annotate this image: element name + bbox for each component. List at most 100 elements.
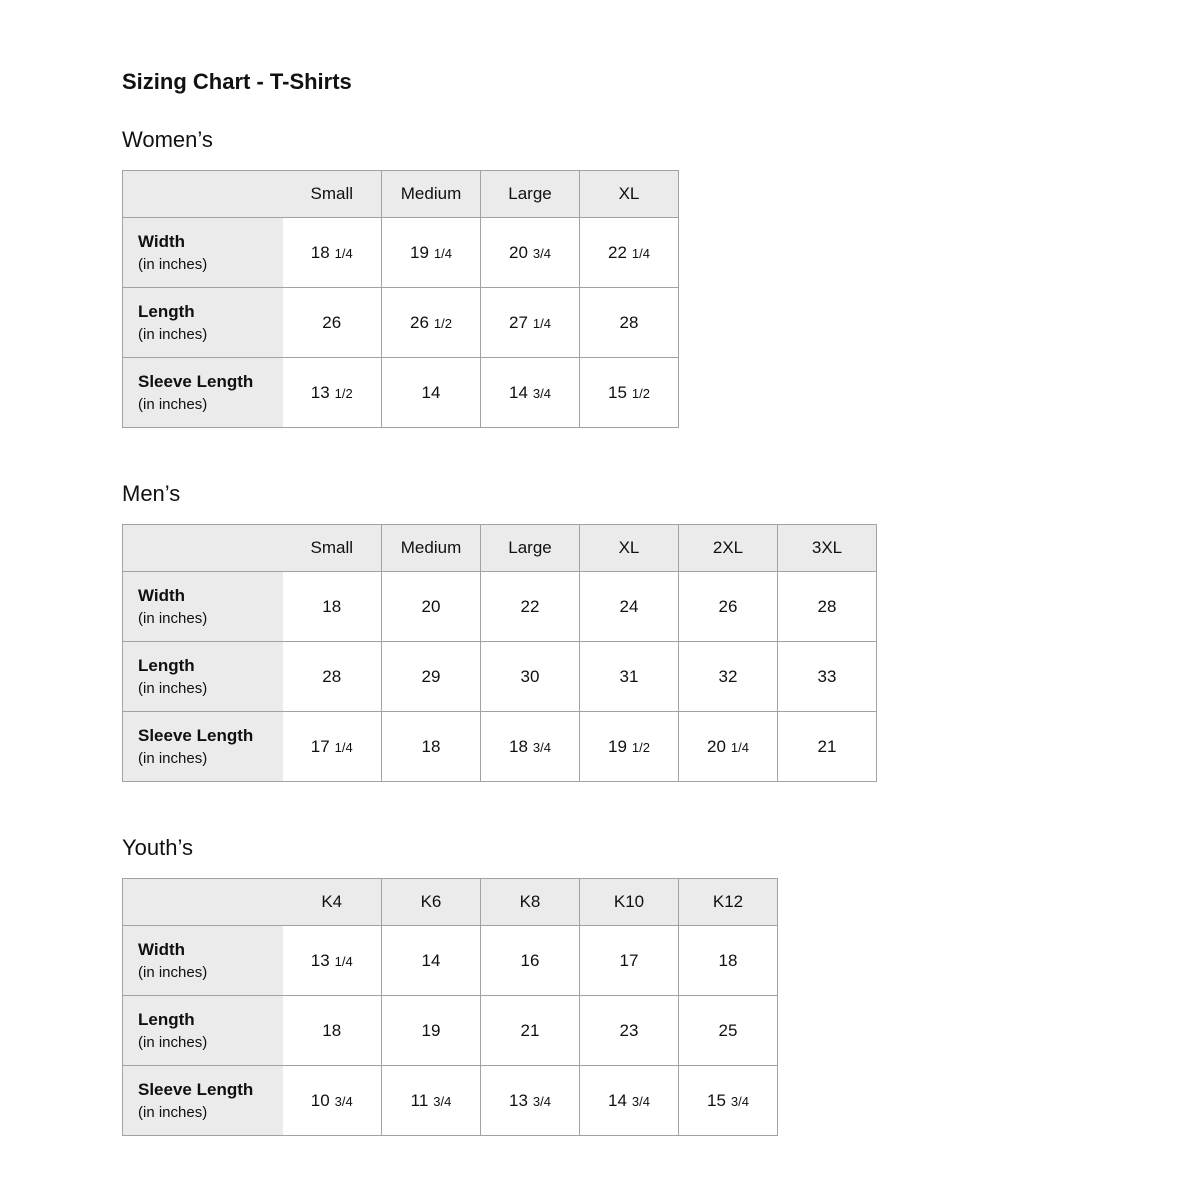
column-header: Medium <box>381 524 481 572</box>
value-cell: 15 3/4 <box>678 1065 778 1136</box>
page-title: Sizing Chart - T-Shirts <box>122 69 352 94</box>
row-label-cell: Length (in inches) <box>122 995 283 1066</box>
value-cell: 17 <box>579 925 679 996</box>
cell-fraction: 1/4 <box>334 245 353 261</box>
cell-value: 21 <box>520 1020 540 1040</box>
value-cell: 14 3/4 <box>579 1065 679 1136</box>
value-cell: 14 3/4 <box>480 357 580 428</box>
row-label: Length <box>138 302 195 321</box>
cell-value: 14 <box>421 382 441 402</box>
cell-value: 14 <box>421 950 441 970</box>
column-header: Large <box>480 524 580 572</box>
cell-fraction: 1/2 <box>433 315 452 331</box>
value-cell: 27 1/4 <box>480 287 580 358</box>
header-row: Small Medium Large XL 2XL 3XL <box>122 524 877 572</box>
header-row: Small Medium Large XL <box>122 170 679 218</box>
cell-value: 22 <box>608 242 627 262</box>
row-sublabel: (in inches) <box>138 680 208 697</box>
cell-value: 18 <box>421 736 441 756</box>
row-label-cell: Sleeve Length (in inches) <box>122 1065 283 1136</box>
value-cell: 18 3/4 <box>480 711 580 782</box>
table-row: Sleeve Length (in inches) 17 1/4 18 18 3/4 19 1/… <box>122 711 877 782</box>
cell-fraction: 1/4 <box>433 245 452 261</box>
cell-value: 16 <box>520 950 540 970</box>
cell-value: 26 <box>410 312 429 332</box>
table-row: Length (in inches) 28 29 30 31 32 33 <box>122 641 877 712</box>
column-header: K12 <box>678 878 778 926</box>
cell-fraction: 1/4 <box>334 739 353 755</box>
value-cell: 26 <box>678 571 778 642</box>
cell-value: 18 <box>718 950 738 970</box>
row-label-cell: Length (in inches) <box>122 287 283 358</box>
cell-value: 14 <box>509 382 528 402</box>
cell-value: 20 <box>509 242 528 262</box>
row-sublabel: (in inches) <box>138 256 208 273</box>
column-header: XL <box>579 170 679 218</box>
cell-value: 28 <box>619 312 639 332</box>
value-cell: 20 <box>381 571 481 642</box>
row-sublabel: (in inches) <box>138 1104 208 1121</box>
value-cell: 26 <box>282 287 382 358</box>
value-cell: 19 1/2 <box>579 711 679 782</box>
column-header: XL <box>579 524 679 572</box>
cell-fraction: 3/4 <box>334 1093 353 1109</box>
value-cell: 26 1/2 <box>381 287 481 358</box>
row-label: Length <box>138 656 195 675</box>
value-cell: 13 1/4 <box>282 925 382 996</box>
row-label-cell: Width (in inches) <box>122 925 283 996</box>
section-mens: Men’s Small Medium Large XL 2XL 3XL Width (in i… <box>122 480 1200 782</box>
cell-fraction: 1/4 <box>631 245 650 261</box>
table-row: Length (in inches) 26 26 1/2 27 1/4 28 <box>122 287 679 358</box>
row-label: Width <box>138 232 186 251</box>
cell-value: 20 <box>421 596 441 616</box>
cell-fraction: 1/2 <box>631 739 650 755</box>
value-cell: 18 1/4 <box>282 217 382 288</box>
value-cell: 18 <box>282 571 382 642</box>
youths-size-table: K4 K6 K8 K10 K12 Width (in inches) 13 1/4 14 16 17 1… <box>122 878 778 1136</box>
section-youths: Youth’s K4 K6 K8 K10 K12 Width (in inches) 13 1/… <box>122 834 1200 1136</box>
cell-value: 15 <box>608 382 627 402</box>
row-label: Length <box>138 1010 195 1029</box>
cell-value: 33 <box>817 666 837 686</box>
value-cell: 18 <box>678 925 778 996</box>
table-row: Length (in inches) 18 19 21 23 25 <box>122 995 778 1066</box>
value-cell: 13 1/2 <box>282 357 382 428</box>
cell-value: 26 <box>322 312 342 332</box>
row-sublabel: (in inches) <box>138 610 208 627</box>
cell-fraction: 1/4 <box>532 315 551 331</box>
value-cell: 18 <box>282 995 382 1066</box>
column-header: Medium <box>381 170 481 218</box>
column-header: 3XL <box>777 524 877 572</box>
row-label: Width <box>138 940 186 959</box>
value-cell: 33 <box>777 641 877 712</box>
row-sublabel: (in inches) <box>138 326 208 343</box>
row-label: Sleeve Length <box>138 726 254 745</box>
row-label: Sleeve Length <box>138 1080 254 1099</box>
value-cell: 10 3/4 <box>282 1065 382 1136</box>
value-cell: 32 <box>678 641 778 712</box>
value-cell: 30 <box>480 641 580 712</box>
value-cell: 19 <box>381 995 481 1066</box>
cell-value: 19 <box>421 1020 441 1040</box>
value-cell: 29 <box>381 641 481 712</box>
value-cell: 19 1/4 <box>381 217 481 288</box>
cell-value: 19 <box>608 736 627 756</box>
value-cell: 28 <box>282 641 382 712</box>
cell-value: 20 <box>707 736 726 756</box>
column-header: Small <box>282 524 382 572</box>
cell-value: 26 <box>718 596 738 616</box>
column-header: 2XL <box>678 524 778 572</box>
corner-cell <box>122 878 283 926</box>
row-label-cell: Sleeve Length (in inches) <box>122 711 283 782</box>
value-cell: 20 3/4 <box>480 217 580 288</box>
cell-value: 10 <box>310 1090 330 1110</box>
cell-value: 25 <box>718 1020 738 1040</box>
cell-value: 28 <box>322 666 342 686</box>
cell-value: 18 <box>322 596 342 616</box>
cell-value: 24 <box>619 596 639 616</box>
cell-value: 13 <box>310 950 330 970</box>
table-row: Sleeve Length (in inches) 10 3/4 11 3/4 13 3/4 1… <box>122 1065 778 1136</box>
value-cell: 11 3/4 <box>381 1065 481 1136</box>
value-cell: 28 <box>579 287 679 358</box>
cell-value: 31 <box>619 666 639 686</box>
